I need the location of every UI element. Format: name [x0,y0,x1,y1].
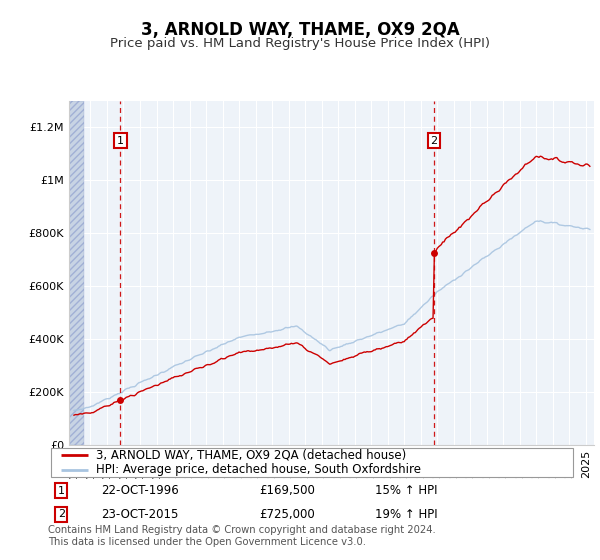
Bar [69,101,84,445]
Text: Contains HM Land Registry data © Crown copyright and database right 2024.
This d: Contains HM Land Registry data © Crown c… [48,525,436,547]
Text: 1: 1 [58,486,65,496]
Text: £725,000: £725,000 [259,508,315,521]
Text: 3, ARNOLD WAY, THAME, OX9 2QA: 3, ARNOLD WAY, THAME, OX9 2QA [140,21,460,39]
Text: £169,500: £169,500 [259,484,315,497]
Text: 2: 2 [58,510,65,519]
Text: 15% ↑ HPI: 15% ↑ HPI [376,484,438,497]
Text: 22-OCT-1996: 22-OCT-1996 [101,484,179,497]
FancyBboxPatch shape [50,448,574,477]
Text: Price paid vs. HM Land Registry's House Price Index (HPI): Price paid vs. HM Land Registry's House … [110,37,490,50]
Text: 1: 1 [117,136,124,146]
Text: HPI: Average price, detached house, South Oxfordshire: HPI: Average price, detached house, Sout… [95,463,421,476]
Bar [69,101,84,445]
Text: 2: 2 [430,136,437,146]
Text: 3, ARNOLD WAY, THAME, OX9 2QA (detached house): 3, ARNOLD WAY, THAME, OX9 2QA (detached … [95,449,406,462]
Text: 19% ↑ HPI: 19% ↑ HPI [376,508,438,521]
Text: 23-OCT-2015: 23-OCT-2015 [101,508,178,521]
